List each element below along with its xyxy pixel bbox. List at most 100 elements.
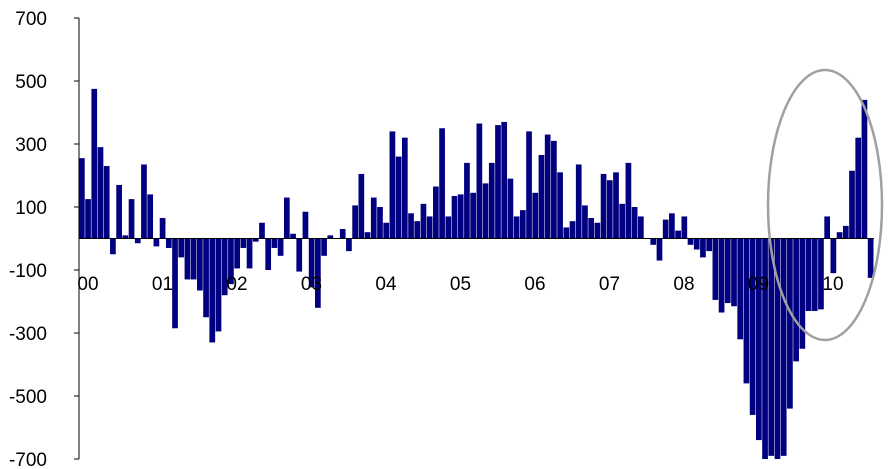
bar bbox=[228, 238, 234, 285]
y-tick-label: 100 bbox=[15, 198, 47, 219]
x-tick-label: 06 bbox=[524, 274, 545, 295]
bar bbox=[495, 125, 501, 239]
bar bbox=[370, 197, 377, 239]
bar bbox=[110, 238, 116, 255]
bar bbox=[259, 222, 265, 239]
bar bbox=[197, 238, 203, 291]
bar bbox=[606, 180, 613, 239]
bar bbox=[824, 216, 831, 239]
bar bbox=[302, 211, 309, 239]
bar bbox=[650, 238, 657, 245]
bar bbox=[178, 238, 185, 258]
bar bbox=[631, 207, 638, 239]
bar bbox=[867, 238, 874, 278]
bar bbox=[240, 238, 247, 248]
bar bbox=[327, 235, 334, 239]
bar bbox=[811, 238, 818, 311]
bar bbox=[134, 238, 141, 244]
bar bbox=[861, 99, 868, 239]
bar bbox=[569, 221, 576, 239]
bar bbox=[799, 238, 806, 349]
bar bbox=[358, 173, 365, 239]
bar bbox=[221, 238, 228, 296]
bar bbox=[395, 156, 402, 239]
bar bbox=[296, 238, 303, 272]
bar bbox=[79, 158, 85, 239]
bar bbox=[271, 238, 278, 248]
bar bbox=[451, 195, 458, 239]
bar bbox=[557, 172, 563, 239]
bar bbox=[401, 137, 408, 239]
x-axis: 00 01 02 03 04 05 06 07 08 09 10 bbox=[77, 238, 874, 295]
bar bbox=[662, 219, 669, 239]
x-tick-label: 09 bbox=[748, 274, 769, 295]
bar bbox=[488, 162, 495, 239]
bar bbox=[507, 178, 514, 239]
x-tick-label: 07 bbox=[599, 274, 620, 295]
bar bbox=[190, 238, 197, 280]
bar bbox=[383, 222, 390, 239]
bar bbox=[122, 235, 129, 239]
bar bbox=[165, 238, 172, 248]
bar bbox=[426, 216, 433, 239]
bar bbox=[172, 238, 178, 329]
bar bbox=[830, 238, 837, 274]
bar bbox=[551, 140, 557, 239]
bar bbox=[755, 238, 762, 441]
bar bbox=[377, 207, 383, 239]
bar bbox=[582, 205, 588, 239]
x-tick-label: 05 bbox=[450, 274, 471, 295]
y-tick-label: -300 bbox=[9, 324, 47, 345]
x-tick-label: 08 bbox=[673, 274, 694, 295]
bar bbox=[600, 173, 607, 239]
bar bbox=[215, 238, 222, 332]
bar bbox=[526, 131, 532, 239]
bar bbox=[637, 216, 644, 239]
bar bbox=[482, 183, 489, 239]
x-tick-label: 04 bbox=[375, 274, 397, 295]
bar bbox=[476, 123, 483, 239]
highlight-ellipse bbox=[766, 68, 884, 342]
bar bbox=[159, 218, 166, 239]
bar bbox=[768, 238, 775, 456]
bar bbox=[420, 203, 427, 239]
bar bbox=[793, 238, 799, 362]
x-tick-label: 10 bbox=[822, 274, 843, 295]
plot-area bbox=[79, 88, 874, 459]
bar bbox=[575, 164, 582, 239]
y-tick-label: 300 bbox=[15, 135, 47, 156]
bar bbox=[457, 194, 464, 239]
x-tick-label: 03 bbox=[301, 274, 322, 295]
bar bbox=[669, 213, 675, 239]
bar bbox=[749, 238, 756, 415]
bar bbox=[501, 121, 508, 239]
bar bbox=[836, 232, 843, 239]
bar bbox=[246, 238, 253, 269]
bar bbox=[147, 194, 154, 239]
bar bbox=[787, 238, 793, 409]
bar bbox=[408, 213, 414, 239]
bar bbox=[116, 184, 122, 239]
bar bbox=[153, 238, 160, 247]
bar bbox=[563, 227, 570, 239]
bar bbox=[470, 192, 476, 239]
bar bbox=[619, 203, 626, 239]
bar bbox=[91, 88, 98, 239]
bar bbox=[849, 170, 855, 239]
bar bbox=[184, 238, 191, 280]
bar bbox=[544, 134, 551, 239]
bar bbox=[209, 238, 216, 343]
x-tick-label: 01 bbox=[152, 274, 173, 295]
bar bbox=[712, 238, 719, 300]
bar bbox=[308, 238, 315, 288]
bar bbox=[128, 199, 135, 239]
bar bbox=[687, 238, 694, 245]
bar bbox=[141, 164, 147, 239]
bar bbox=[464, 162, 470, 239]
bar bbox=[818, 238, 824, 310]
y-tick-label: -100 bbox=[9, 261, 47, 282]
bar bbox=[315, 238, 321, 308]
bar bbox=[774, 238, 781, 459]
bar bbox=[103, 166, 110, 239]
bar bbox=[805, 238, 812, 311]
